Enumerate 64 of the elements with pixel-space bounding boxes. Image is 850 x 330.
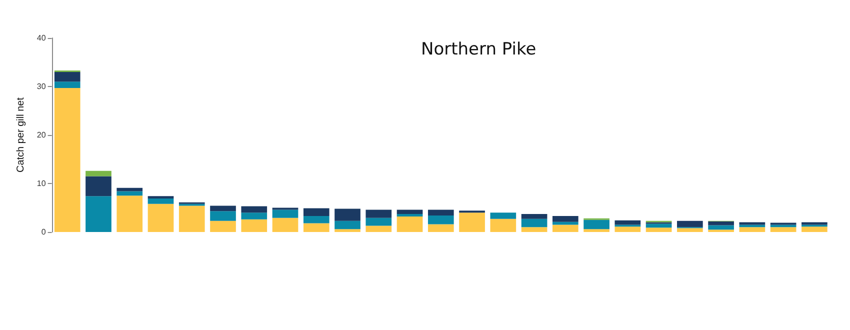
y-tick-label: 10 [36, 179, 46, 188]
bar [708, 221, 734, 226]
bar [54, 88, 80, 232]
bar [148, 204, 174, 232]
bar [116, 191, 143, 196]
bar [148, 196, 174, 199]
bar [116, 196, 143, 232]
y-tick-label: 40 [36, 34, 46, 42]
bar [303, 223, 330, 232]
bar [614, 220, 641, 225]
bar [334, 208, 360, 221]
bar [677, 228, 703, 232]
bar [614, 226, 641, 232]
bar [86, 170, 112, 176]
y-axis-title: Catch per gill net [16, 97, 26, 173]
bar [148, 198, 174, 204]
bar [178, 206, 205, 232]
bar [241, 206, 268, 213]
bar [521, 227, 548, 232]
bar [272, 210, 298, 218]
bar [739, 224, 766, 228]
bar [428, 224, 454, 232]
bar [584, 229, 610, 232]
bar [54, 72, 80, 82]
bar [428, 210, 454, 216]
bar [366, 218, 392, 226]
bar [708, 225, 734, 230]
bar [490, 212, 516, 219]
bar [303, 208, 330, 216]
bar [334, 229, 360, 232]
bar [552, 224, 578, 232]
bar [739, 227, 766, 232]
bar [86, 176, 112, 196]
bar [802, 226, 828, 232]
bar [552, 216, 578, 222]
bar [334, 220, 360, 230]
bar [490, 218, 516, 232]
bar [272, 218, 298, 232]
bar [396, 216, 423, 232]
bar [210, 211, 236, 221]
y-tick-label: 30 [36, 82, 46, 91]
bar [584, 220, 610, 230]
bar [86, 196, 112, 232]
bar [241, 219, 268, 232]
chart-title: Northern Pike [421, 40, 536, 60]
bar [116, 188, 143, 192]
bar [210, 206, 236, 212]
bar [303, 216, 330, 224]
bar [646, 228, 672, 232]
y-tick-label: 20 [36, 130, 46, 140]
bar [366, 226, 392, 232]
bar [396, 210, 423, 214]
bar [677, 220, 703, 228]
bar [241, 212, 268, 220]
y-tick-label: 0 [41, 228, 46, 236]
bar [770, 227, 796, 232]
bar [210, 220, 236, 232]
bar [521, 218, 548, 228]
bar [54, 82, 80, 88]
bar [521, 214, 548, 219]
bar [366, 210, 392, 218]
bar [459, 212, 485, 232]
bar [770, 224, 796, 228]
bar [428, 216, 454, 224]
